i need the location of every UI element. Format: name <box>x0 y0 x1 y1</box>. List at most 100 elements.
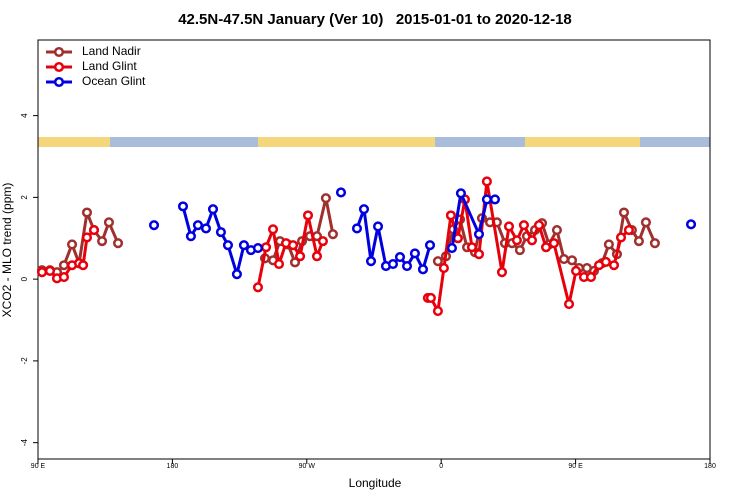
data-point <box>88 225 100 236</box>
data-point <box>231 269 242 280</box>
x-tick-label: 180 <box>167 463 179 470</box>
data-point <box>496 267 508 278</box>
data-point <box>295 251 306 262</box>
land-band <box>525 137 640 147</box>
data-point <box>526 235 538 246</box>
data-point <box>409 248 420 259</box>
legend-label: Land Glint <box>82 59 137 73</box>
data-point <box>417 264 429 275</box>
data-point <box>570 265 582 277</box>
series-line <box>41 179 630 313</box>
data-point <box>489 194 501 205</box>
land-band <box>38 137 110 147</box>
data-point <box>58 272 70 283</box>
data-point <box>112 238 124 249</box>
data-point <box>320 193 331 204</box>
data-point <box>36 267 48 278</box>
data-point <box>473 229 485 240</box>
data-point <box>268 224 279 235</box>
x-tick-label: 0 <box>439 463 443 470</box>
data-point <box>81 232 93 243</box>
x-tick-label: 90 W <box>299 463 316 470</box>
legend-marker <box>53 46 65 58</box>
data-point <box>424 240 436 251</box>
data-point <box>466 242 478 253</box>
data-point <box>238 240 249 251</box>
data-point <box>503 221 515 232</box>
data-point <box>215 227 226 238</box>
data-point <box>481 194 492 205</box>
data-point <box>425 292 436 303</box>
data-point <box>365 256 377 267</box>
data-point <box>207 204 219 215</box>
data-point <box>445 210 456 221</box>
legend-marker <box>53 61 65 73</box>
data-point <box>192 220 203 231</box>
data-point <box>432 256 443 267</box>
ocean-band <box>110 137 258 147</box>
data-point <box>222 240 234 251</box>
x-tick-label: 90 E <box>31 463 46 470</box>
data-point <box>200 223 212 234</box>
data-point <box>327 229 338 240</box>
data-point <box>273 258 285 270</box>
data-point <box>455 188 466 199</box>
data-point <box>177 201 189 212</box>
y-tick-label: 2 <box>20 195 29 200</box>
data-point <box>66 239 78 250</box>
ocean-band <box>435 137 525 147</box>
data-point <box>78 260 89 271</box>
chart-title: 42.5N-47.5N January (Ver 10) 2015-01-01 … <box>178 11 572 28</box>
plot-frame <box>37 39 711 460</box>
y-tick-label: -4 <box>20 439 29 447</box>
data-point <box>633 236 644 247</box>
x-tick-label: 180 <box>704 463 716 470</box>
data-point <box>473 249 485 260</box>
data-point <box>585 272 597 283</box>
y-tick-label: 4 <box>20 113 29 118</box>
data-point <box>481 176 492 187</box>
legend-label: Ocean Glint <box>82 74 146 88</box>
data-point <box>58 260 70 271</box>
x-tick-label: 90 E <box>568 463 583 470</box>
data-point <box>44 265 55 277</box>
ocean-band <box>640 137 710 147</box>
data-point <box>289 257 301 268</box>
data-point <box>603 239 614 250</box>
data-point <box>432 305 443 317</box>
data-point <box>548 238 559 249</box>
data-point <box>401 261 413 272</box>
data-point <box>372 221 384 232</box>
data-point <box>518 220 529 231</box>
data-point <box>103 217 114 228</box>
data-point <box>623 225 634 236</box>
data-point <box>600 256 611 268</box>
data-point <box>558 254 570 265</box>
legend-label: Land Nadir <box>82 44 141 58</box>
data-point <box>81 207 93 218</box>
x-axis-label: Longitude <box>349 476 402 490</box>
data-point <box>563 299 575 310</box>
data-point <box>615 232 627 243</box>
data-point <box>566 255 578 266</box>
data-point <box>252 243 264 254</box>
data-point <box>185 231 196 242</box>
data-point <box>514 245 525 256</box>
data-point <box>533 220 545 231</box>
data-point <box>260 242 272 253</box>
y-tick-label: -2 <box>20 357 29 365</box>
data-point <box>148 220 160 231</box>
legend-marker <box>53 76 65 88</box>
data-point <box>649 238 660 249</box>
data-point <box>618 207 630 218</box>
data-point <box>551 225 562 236</box>
y-axis-label: XCO2 - MLO trend (ppm) <box>0 183 14 318</box>
data-point <box>358 204 370 215</box>
data-point <box>351 223 363 234</box>
surface-band <box>38 137 710 147</box>
y-tick-label: 0 <box>20 276 29 281</box>
data-point <box>540 242 552 253</box>
data-point <box>311 251 323 262</box>
data-point <box>335 187 347 198</box>
